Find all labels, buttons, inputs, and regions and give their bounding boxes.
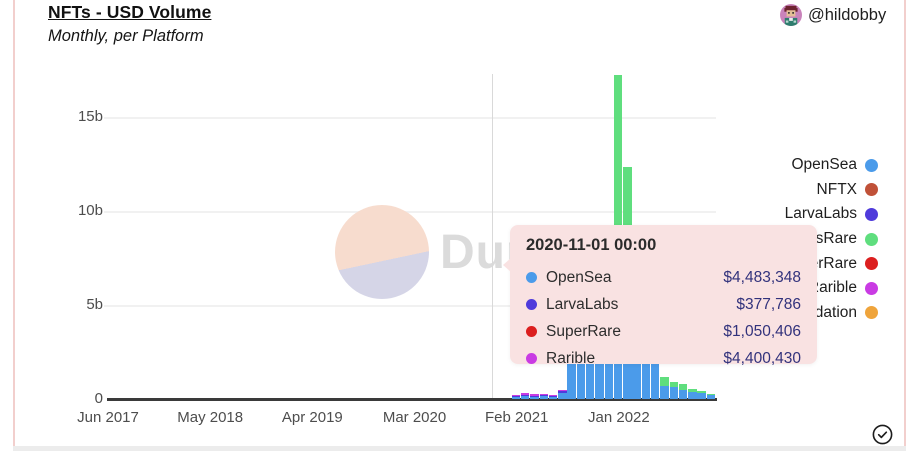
left-border-line bbox=[13, 0, 15, 451]
bar-segment-opensea[interactable] bbox=[660, 385, 669, 399]
bar-segment-rarible[interactable] bbox=[521, 392, 530, 395]
bar-segment-opensea[interactable] bbox=[688, 392, 697, 399]
bar-segment-larvalabs[interactable] bbox=[539, 395, 548, 397]
bar-segment-opensea[interactable] bbox=[586, 349, 595, 399]
bar-segment-opensea[interactable] bbox=[678, 389, 688, 399]
bar-segment-looksrare[interactable] bbox=[678, 383, 688, 390]
bar-segment-looksrare[interactable] bbox=[669, 382, 679, 387]
bar-segment-opensea[interactable] bbox=[632, 351, 641, 399]
bar-segment-larvalabs[interactable] bbox=[521, 394, 530, 397]
legend-item-rarible[interactable]: Rarible bbox=[779, 276, 878, 301]
x-axis-baseline bbox=[107, 398, 717, 401]
legend-dot-superrare bbox=[865, 257, 878, 271]
x-tick-label: Apr 2019 bbox=[281, 409, 343, 426]
bar-segment-opensea[interactable] bbox=[669, 386, 679, 399]
legend-dot-nftx bbox=[865, 183, 878, 197]
x-tick-label: Jun 2017 bbox=[77, 409, 139, 426]
bar-segment-opensea[interactable] bbox=[530, 396, 539, 399]
tooltip-row: LarvaLabs $377,786 bbox=[526, 291, 801, 318]
bar-segment-opensea[interactable] bbox=[595, 354, 604, 399]
page-title: NFTs - USD Volume bbox=[48, 2, 212, 22]
legend-dot-looksrare bbox=[865, 232, 878, 246]
legend-dot-larvalabs bbox=[865, 207, 878, 221]
bar-segment-opensea[interactable] bbox=[697, 392, 706, 399]
bar-segment-opensea[interactable] bbox=[548, 396, 558, 399]
legend-dot-rarible bbox=[865, 281, 878, 295]
bar-segment-larvalabs[interactable] bbox=[511, 396, 521, 398]
page-subtitle: Monthly, per Platform bbox=[48, 27, 204, 45]
y-tick-label: 10b bbox=[77, 201, 103, 219]
x-tick-label: Jan 2022 bbox=[588, 409, 650, 426]
bar-segment-rarible[interactable] bbox=[530, 394, 539, 396]
x-tick-label: May 2018 bbox=[177, 409, 244, 426]
hover-crosshair-line bbox=[491, 74, 494, 399]
author-handle[interactable]: @hildobby bbox=[808, 5, 887, 24]
legend-item-nftx[interactable]: NFTX bbox=[779, 178, 878, 203]
bar-segment-rarible[interactable] bbox=[548, 395, 558, 397]
y-tick-label: 0 bbox=[94, 390, 103, 407]
legend-item-larvalabs[interactable]: LarvaLabs bbox=[779, 202, 878, 227]
tooltip-dot-larvalabs bbox=[526, 299, 537, 310]
bar-segment-opensea[interactable] bbox=[521, 396, 530, 399]
bar-segment-larvalabs[interactable] bbox=[530, 395, 539, 397]
bar-segment-opensea[interactable] bbox=[651, 350, 660, 399]
bar-segment-opensea[interactable] bbox=[604, 354, 613, 399]
legend-item-opensea[interactable]: OpenSea bbox=[779, 153, 878, 178]
x-tick-label: Mar 2020 bbox=[382, 409, 447, 426]
tooltip-timestamp: 2020-11-01 00:00 bbox=[526, 236, 657, 254]
legend-dot-foundation bbox=[865, 306, 878, 320]
y-tick-label: 15b bbox=[77, 107, 103, 125]
bottom-divider bbox=[13, 446, 906, 451]
gridline bbox=[104, 116, 716, 119]
author-account[interactable]: @hildobby bbox=[780, 4, 886, 26]
author-avatar-icon bbox=[780, 4, 802, 26]
gridline bbox=[104, 304, 716, 307]
bar-segment-rarible[interactable] bbox=[558, 390, 567, 392]
right-border-line bbox=[904, 0, 906, 451]
tooltip-dot-superrare bbox=[526, 326, 537, 337]
y-tick-label: 5b bbox=[86, 295, 103, 313]
circle-check-icon[interactable] bbox=[871, 423, 894, 446]
bar-segment-larvalabs[interactable] bbox=[548, 395, 558, 397]
gridline bbox=[104, 210, 716, 213]
tooltip-dot-rarible bbox=[526, 353, 537, 364]
dune-logo-watermark bbox=[335, 205, 429, 299]
bar-segment-looksrare[interactable] bbox=[688, 388, 697, 393]
bar-segment-looksrare[interactable] bbox=[660, 377, 669, 386]
tooltip-row: Rarible $4,400,430 bbox=[526, 345, 801, 372]
bar-segment-rarible[interactable] bbox=[539, 394, 548, 396]
bar-segment-opensea[interactable] bbox=[576, 342, 586, 399]
bar-segment-opensea[interactable] bbox=[641, 333, 651, 399]
bar-segment-opensea[interactable] bbox=[558, 392, 567, 399]
bar-segment-rarible[interactable] bbox=[511, 395, 521, 397]
tooltip-dot-opensea bbox=[526, 272, 537, 283]
bar-segment-opensea[interactable] bbox=[539, 396, 548, 399]
bar-segment-opensea[interactable] bbox=[706, 394, 716, 399]
x-tick-label: Feb 2021 bbox=[485, 409, 549, 426]
hover-tooltip: 2020-11-01 00:00 OpenSea $4,483,348 Larv… bbox=[503, 225, 817, 367]
bar-segment-looksrare[interactable] bbox=[613, 75, 623, 306]
tooltip-row: SuperRare $1,050,406 bbox=[526, 318, 801, 345]
bar-segment-looksrare[interactable] bbox=[697, 390, 706, 393]
bar-segment-larvalabs[interactable] bbox=[558, 391, 567, 393]
tooltip-row: OpenSea $4,483,348 bbox=[526, 264, 801, 291]
bar-segment-looksrare[interactable] bbox=[706, 393, 716, 395]
legend-dot-opensea bbox=[865, 158, 878, 172]
bar-segment-opensea[interactable] bbox=[567, 334, 576, 399]
bar-segment-opensea[interactable] bbox=[511, 397, 521, 399]
